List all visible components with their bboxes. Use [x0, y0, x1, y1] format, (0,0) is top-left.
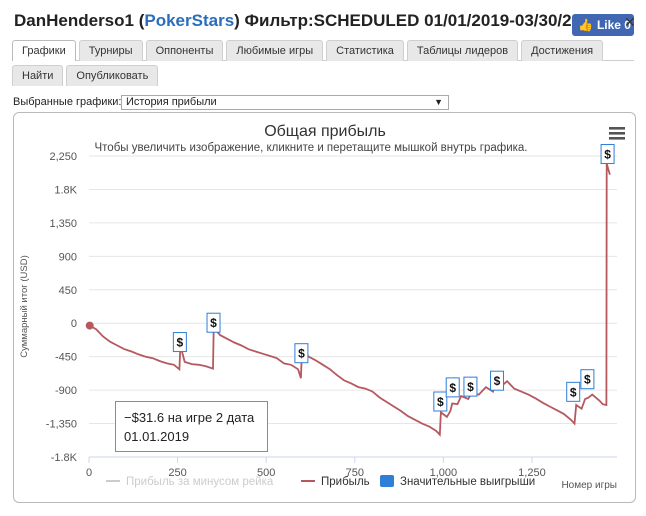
tab-найти[interactable]: Найти	[12, 65, 64, 86]
dollar-flag-label: $	[449, 381, 456, 395]
chevron-down-icon: ▼	[434, 97, 443, 107]
tab-row-secondary: Найти Опубликовать	[12, 63, 634, 86]
chart-select-value: История прибыли	[126, 96, 217, 108]
page-title: DanHenderso1 (PokerStars) Фильтр:SCHEDUL…	[14, 11, 600, 30]
dollar-flag-label: $	[437, 395, 444, 409]
dollar-flag-label: $	[210, 316, 217, 330]
y-tick-label: 1.8K	[54, 184, 77, 196]
profit-chart[interactable]: Общая прибыль Чтобы увеличить изображение…	[14, 113, 635, 502]
dollar-flag-label: $	[570, 385, 577, 399]
tab-опубликовать[interactable]: Опубликовать	[66, 65, 159, 86]
dollar-flag-label: $	[584, 373, 591, 387]
y-tick-label: 900	[59, 251, 77, 263]
dollar-flag-icon[interactable]	[445, 377, 460, 398]
legend-profit-label[interactable]: Прибыль	[321, 476, 370, 488]
dollar-flag-label: $	[604, 148, 611, 162]
dollar-flag-icon[interactable]	[294, 343, 309, 364]
dollar-flag-label: $	[177, 336, 184, 350]
legend-bigwin-label[interactable]: Значительные выигрыши	[400, 476, 535, 488]
legend-bigwin-swatch	[380, 475, 394, 487]
y-tick-label: 0	[71, 318, 77, 330]
chart-container[interactable]: Общая прибыль Чтобы увеличить изображение…	[13, 112, 636, 503]
y-tick-label: 450	[59, 285, 77, 297]
tab-таблицы-лидеров[interactable]: Таблицы лидеров	[406, 40, 519, 61]
tab-турниры[interactable]: Турниры	[78, 40, 143, 61]
dollar-flag-icon[interactable]	[433, 391, 448, 412]
tooltip-line-2: 01.01.2019	[124, 429, 190, 444]
tab-статистика[interactable]: Статистика	[326, 40, 404, 61]
tab-row-primary: Графики Турниры Оппоненты Любимые игры Стати…	[12, 38, 634, 61]
x-axis-label: Номер игры	[561, 480, 617, 491]
chart-title: Общая прибыль	[264, 123, 386, 140]
like-label: Like 0	[596, 18, 631, 32]
tab-любимые-игры[interactable]: Любимые игры	[226, 40, 324, 61]
hovered-point[interactable]	[85, 321, 94, 330]
y-tick-label: -1.8K	[51, 452, 78, 464]
dollar-flag-icon[interactable]	[172, 332, 187, 353]
y-tick-label: -450	[55, 352, 77, 364]
hamburger-menu-icon[interactable]	[609, 127, 625, 130]
tab-bar: Графики Турниры Оппоненты Любимые игры Стати…	[12, 38, 634, 86]
hamburger-menu-icon[interactable]	[609, 132, 625, 135]
y-axis-label: Суммарный итог (USD)	[19, 255, 30, 357]
y-tick-label: -900	[55, 385, 77, 397]
legend-rake-label[interactable]: Прибыль за минусом рейка	[126, 476, 274, 488]
y-tick-label: 1,350	[49, 218, 77, 230]
dollar-flag-icon[interactable]	[463, 376, 478, 397]
thumbs-up-icon: 👍	[578, 18, 593, 32]
x-tick-label: 0	[86, 467, 92, 479]
x-tick-label: 500	[257, 467, 275, 479]
dollar-flag-icon[interactable]	[580, 369, 595, 390]
y-tick-label: -1,350	[46, 419, 77, 431]
x-tick-label: 750	[346, 467, 364, 479]
facebook-like-button[interactable]: 👍 Like 0	[572, 14, 634, 36]
dollar-flag-label: $	[467, 380, 474, 394]
chart-subtitle: Чтобы увеличить изображение, кликните и …	[95, 142, 528, 154]
profit-series-line[interactable]	[88, 163, 611, 437]
filter-label: Фильтр:SCHEDULED 01/01/2019-03/30/2034	[244, 11, 600, 30]
close-icon[interactable]: ✕	[624, 14, 636, 30]
dollar-flag-icon[interactable]	[600, 144, 615, 165]
tab-графики[interactable]: Графики	[12, 40, 76, 61]
tab-достижения[interactable]: Достижения	[521, 40, 604, 61]
site-link[interactable]: PokerStars	[144, 11, 235, 30]
user-name: DanHenderso1	[14, 11, 134, 30]
x-tick-label: 1,000	[430, 467, 458, 479]
dollar-flag-icon[interactable]	[566, 381, 581, 402]
y-tick-label: 2,250	[49, 151, 77, 163]
tab-оппоненты[interactable]: Оппоненты	[145, 40, 224, 61]
hamburger-menu-icon[interactable]	[609, 137, 625, 140]
dollar-flag-label: $	[298, 347, 305, 361]
x-tick-label: 1,250	[518, 467, 546, 479]
chart-select-label: Выбранные графики:	[13, 96, 122, 108]
x-tick-label: 250	[168, 467, 186, 479]
chart-select-dropdown[interactable]: История прибыли ▼	[121, 95, 449, 110]
dollar-flag-icon[interactable]	[206, 312, 221, 333]
dollar-flag-label: $	[494, 374, 501, 388]
dollar-flag-icon[interactable]	[490, 370, 505, 391]
tooltip-line-1: −$31.6 на игре 2 дата	[124, 410, 255, 425]
chart-tooltip: −$31.6 на игре 2 дата 01.01.2019	[115, 401, 268, 452]
